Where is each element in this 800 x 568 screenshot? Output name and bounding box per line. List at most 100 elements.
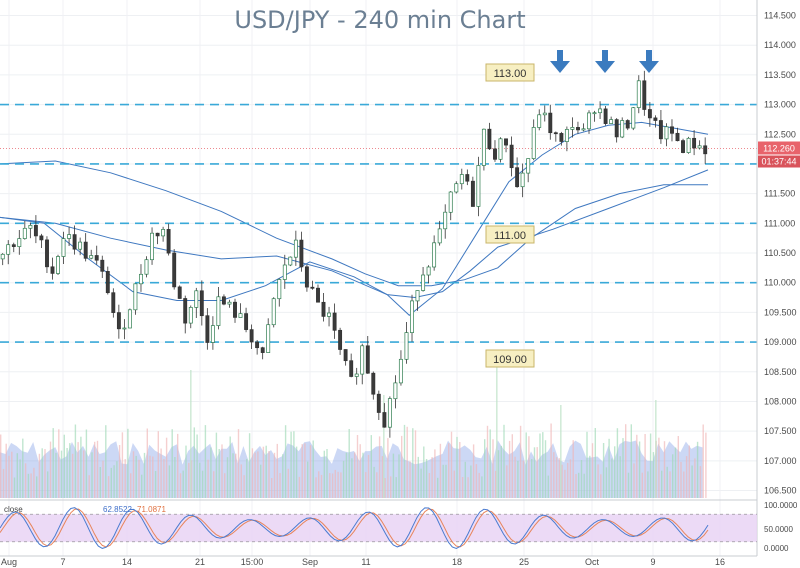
volume-bar <box>434 449 436 498</box>
volume-bar <box>638 441 641 498</box>
volume-bar <box>555 457 558 498</box>
candle-down <box>670 126 674 134</box>
volume-bar <box>188 462 190 498</box>
volume-bar <box>221 444 223 498</box>
x-tick-label: 15:00 <box>241 557 264 567</box>
volume-bar <box>517 460 519 498</box>
volume-bar <box>373 466 375 498</box>
volume-bar <box>287 468 289 498</box>
volume-bar <box>36 476 38 498</box>
volume-bar <box>149 455 151 498</box>
volume-bar <box>658 437 660 498</box>
volume-bar <box>359 444 361 498</box>
volume-bar <box>401 435 403 498</box>
candle-up <box>216 296 221 326</box>
volume-bar <box>484 439 486 498</box>
level-label-text: 109.00 <box>493 354 527 366</box>
volume-bar <box>699 466 702 498</box>
candle-up <box>426 266 431 276</box>
candle-up <box>150 232 154 261</box>
down-arrow-icon <box>595 50 615 73</box>
volume-bar <box>257 451 259 498</box>
volume-bar <box>362 452 364 498</box>
volume-bar <box>138 459 140 498</box>
volume-spike <box>496 364 498 498</box>
volume-bar <box>437 477 439 498</box>
volume-bar <box>412 428 414 498</box>
volume-bar <box>80 436 82 498</box>
volume-bar <box>414 430 417 498</box>
volume-bar <box>88 475 90 498</box>
candle-down <box>199 290 204 317</box>
moving-average-line <box>0 160 708 287</box>
candle-down <box>365 345 370 374</box>
candle-down <box>675 132 680 142</box>
volume-spike <box>655 400 657 498</box>
volume-bar <box>237 429 240 498</box>
volume-bar <box>470 465 472 498</box>
volume-bar <box>127 428 129 498</box>
candle-up <box>620 120 625 138</box>
volume-bar <box>240 464 242 498</box>
volume-bar <box>619 456 621 498</box>
volume-bar <box>522 460 525 498</box>
volume-bar <box>528 436 530 498</box>
volume-bar <box>107 476 110 498</box>
volume-bars <box>0 364 707 498</box>
candle-up <box>266 324 271 353</box>
candle-up <box>443 211 448 230</box>
volume-bar <box>226 457 229 498</box>
volume-bar <box>580 460 583 498</box>
volume-bar <box>558 458 561 498</box>
volume-bar <box>464 461 466 498</box>
volume-bar <box>370 435 372 498</box>
candle-down <box>349 360 354 377</box>
candle-up <box>28 225 33 229</box>
volume-spike <box>383 395 385 498</box>
candle-up <box>598 108 603 114</box>
volume-bar <box>163 459 165 498</box>
volume-spike <box>560 405 562 498</box>
x-tick-label: 25 <box>519 557 529 567</box>
volume-bar <box>625 424 627 498</box>
volume-bar <box>135 455 137 498</box>
volume-bar <box>672 454 674 498</box>
volume-bar <box>550 423 552 498</box>
y-tick-label: 107.000 <box>764 456 797 466</box>
candle-down <box>155 232 160 237</box>
volume-bar <box>229 436 231 498</box>
candle-down <box>249 329 254 343</box>
candle-up <box>194 290 199 308</box>
volume-bar <box>124 459 126 498</box>
volume-bar <box>19 459 21 498</box>
volume-bar <box>608 438 610 498</box>
volume-bar <box>210 447 212 498</box>
level-label-text: 111.00 <box>494 230 526 242</box>
candle-down <box>172 252 177 288</box>
volume-bar <box>630 424 632 498</box>
volume-bar <box>157 431 159 498</box>
volume-bar <box>105 425 107 498</box>
candle-down <box>105 271 110 294</box>
candle-up <box>188 307 193 324</box>
candle-up <box>238 313 243 318</box>
volume-bar <box>174 457 176 498</box>
x-tick-label: Sep <box>302 557 318 567</box>
price-axis: 114.500114.000113.500113.000112.500112.0… <box>756 0 800 556</box>
volume-bar <box>110 467 112 498</box>
volume-bar <box>33 467 35 498</box>
volume-bar <box>553 452 555 498</box>
volume-bar <box>688 445 690 498</box>
volume-bar <box>486 425 489 498</box>
osc-legend-d: 71.0871 <box>137 505 166 514</box>
candle-down <box>625 120 630 129</box>
candle-down <box>553 132 558 135</box>
volume-bar <box>160 448 162 498</box>
moving-average-line <box>0 121 709 316</box>
volume-bar <box>542 432 544 498</box>
volume-bar <box>677 436 679 498</box>
candle-down <box>371 372 376 395</box>
volume-bar <box>685 456 688 498</box>
y-tick-label: 110.000 <box>764 278 796 288</box>
volume-bar <box>378 436 381 498</box>
